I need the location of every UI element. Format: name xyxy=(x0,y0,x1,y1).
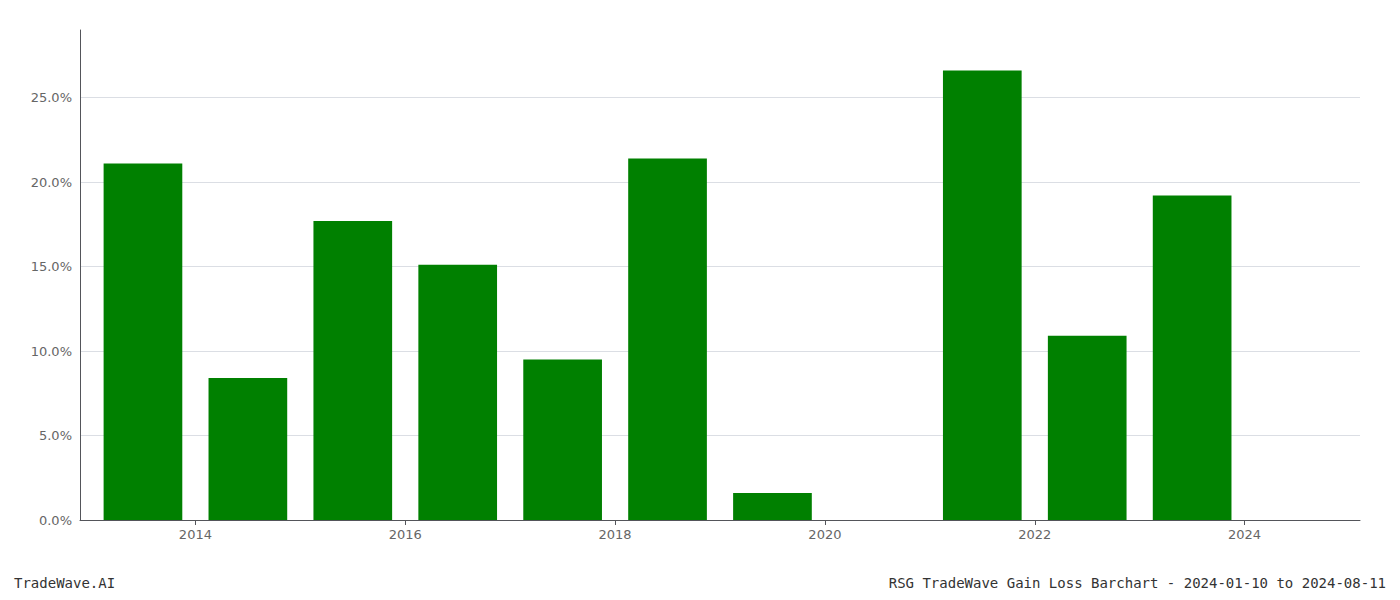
svg-text:TradeWave.AI: TradeWave.AI xyxy=(14,575,115,591)
svg-text:2018: 2018 xyxy=(599,527,632,542)
svg-text:2020: 2020 xyxy=(808,527,841,542)
svg-text:RSG TradeWave Gain Loss Barcha: RSG TradeWave Gain Loss Barchart - 2024-… xyxy=(889,575,1386,591)
svg-text:10.0%: 10.0% xyxy=(31,344,72,359)
svg-text:25.0%: 25.0% xyxy=(31,90,72,105)
svg-text:5.0%: 5.0% xyxy=(39,428,72,443)
svg-text:2024: 2024 xyxy=(1228,527,1261,542)
svg-text:20.0%: 20.0% xyxy=(31,175,72,190)
svg-text:15.0%: 15.0% xyxy=(31,259,72,274)
svg-text:0.0%: 0.0% xyxy=(39,513,72,528)
svg-text:2016: 2016 xyxy=(389,527,422,542)
svg-text:2014: 2014 xyxy=(179,527,212,542)
svg-text:2022: 2022 xyxy=(1018,527,1051,542)
